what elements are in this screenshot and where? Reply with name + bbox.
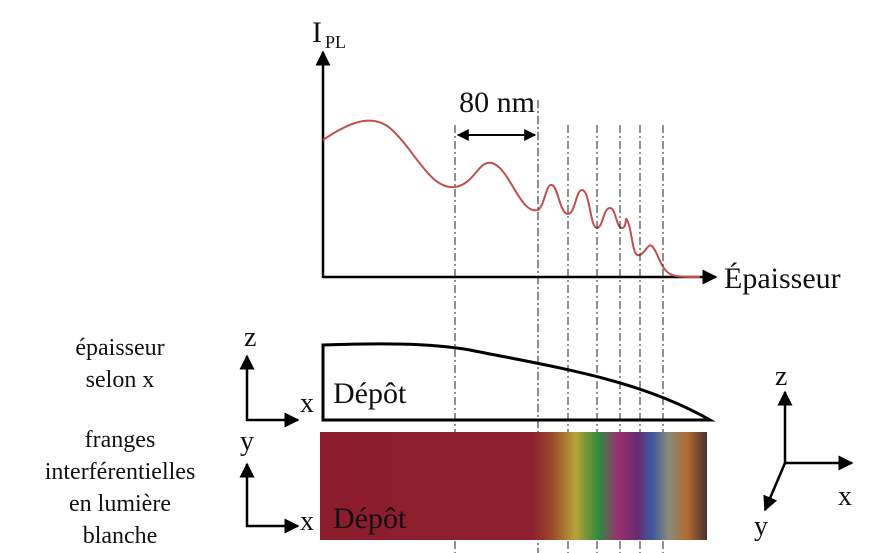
caption-line: épaisseur <box>75 335 164 361</box>
axis-label: x <box>838 481 852 512</box>
x-label: Épaisseur <box>724 262 841 295</box>
deposit-profile <box>321 342 716 422</box>
plot: I PL Épaisseur 80 nm <box>312 16 841 295</box>
y-label-sub: PL <box>325 32 346 52</box>
caption-line: en lumière <box>69 491 171 517</box>
axis-label: x <box>300 388 314 419</box>
deposit-label: Dépôt <box>333 377 407 410</box>
caption-line: interférentielles <box>45 459 196 485</box>
axis-label: z <box>775 361 787 392</box>
y-label: I <box>312 16 322 49</box>
deposit-label: Dépôt <box>333 502 407 535</box>
axis-label: y <box>240 426 254 457</box>
axis-label: y <box>754 511 768 542</box>
caption-line: selon x <box>86 367 155 393</box>
fringes: franges interférentielles en lumière bla… <box>45 426 707 549</box>
spacing-label: 80 nm <box>459 86 535 119</box>
axis-label: z <box>244 322 256 353</box>
fringe-image <box>320 432 707 540</box>
axes-3d: z x y <box>754 361 854 542</box>
caption-line: blanche <box>83 523 158 549</box>
caption-line: franges <box>85 427 156 453</box>
y-axis <box>763 462 787 512</box>
profile: épaisseur selon x z x Dépôt <box>75 322 716 428</box>
axis-label: x <box>300 506 314 537</box>
pl-curve <box>322 119 701 278</box>
